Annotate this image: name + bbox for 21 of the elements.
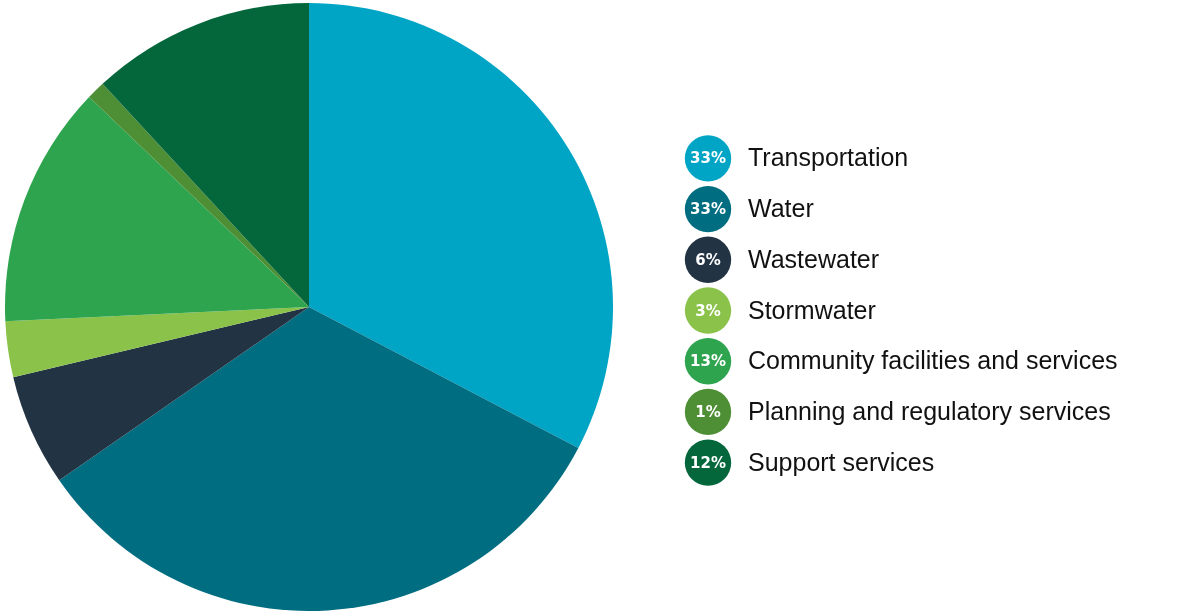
data-label: 6% bbox=[695, 250, 721, 269]
legend-label: Support services bbox=[748, 447, 935, 476]
pie-slice bbox=[5, 307, 309, 378]
data-label: 33% bbox=[690, 149, 726, 168]
data-label: 13% bbox=[690, 352, 726, 371]
data-label: 3% bbox=[695, 301, 721, 320]
pie-slice bbox=[13, 307, 309, 481]
pie-slice bbox=[309, 3, 613, 448]
legend-label: Community facilities and services bbox=[748, 346, 1118, 375]
legend-label: Wastewater bbox=[748, 244, 880, 273]
legend-label: Water bbox=[748, 194, 814, 223]
pie-slice bbox=[89, 83, 309, 307]
pie-slice bbox=[102, 3, 309, 307]
legend-label: Transportation bbox=[748, 143, 909, 172]
pie-slice bbox=[5, 97, 309, 322]
legend-label: Stormwater bbox=[748, 295, 876, 324]
data-label: 12% bbox=[690, 453, 726, 472]
data-label: 1% bbox=[695, 402, 721, 421]
legend-label: Planning and regulatory services bbox=[748, 396, 1111, 425]
pie-slice bbox=[59, 307, 579, 611]
data-label: 33% bbox=[690, 200, 726, 219]
